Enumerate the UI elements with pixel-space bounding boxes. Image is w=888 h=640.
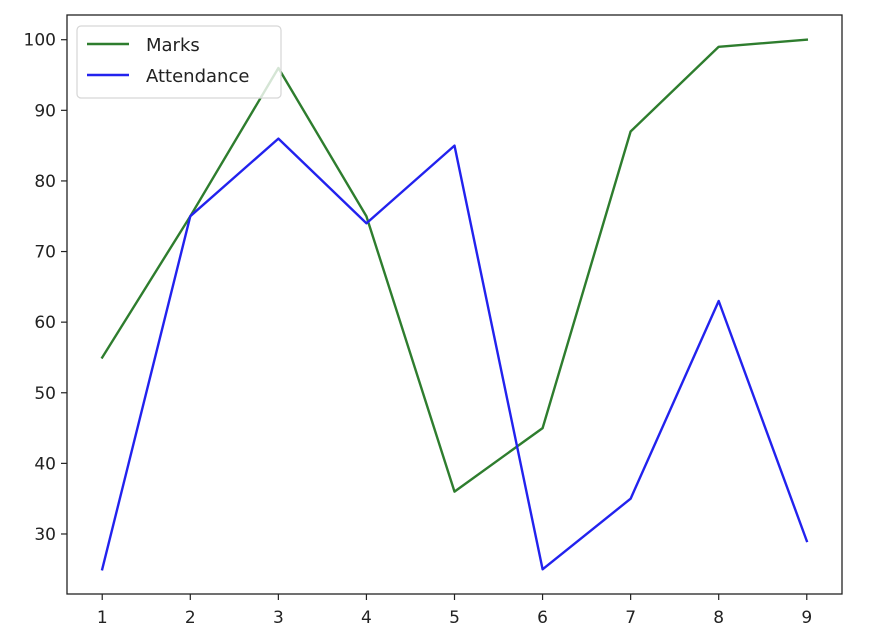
y-tick-label: 100 <box>24 31 56 51</box>
y-axis: 30 40 50 60 70 80 90 100 <box>24 31 67 545</box>
x-tick-label: 3 <box>273 608 284 628</box>
y-tick-label: 30 <box>34 525 56 545</box>
y-tick-label: 80 <box>34 172 56 192</box>
y-tick-label: 60 <box>34 313 56 333</box>
x-tick-label: 6 <box>537 608 548 628</box>
x-tick-label: 2 <box>185 608 196 628</box>
y-tick-label: 90 <box>34 101 56 121</box>
x-tick-label: 4 <box>361 608 372 628</box>
legend-label: Attendance <box>146 66 249 87</box>
x-tick-label: 7 <box>625 608 636 628</box>
plot-frame <box>66 14 843 595</box>
legend-label: Marks <box>146 35 200 56</box>
series-line-attendance <box>100 137 809 571</box>
x-tick-label: 5 <box>449 608 460 628</box>
x-tick-label: 9 <box>801 608 812 628</box>
x-tick-label: 8 <box>713 608 724 628</box>
x-axis: 1 2 3 4 5 6 7 8 9 <box>97 594 812 628</box>
legend: Marks Attendance <box>76 25 282 99</box>
y-tick-label: 40 <box>34 454 56 474</box>
y-tick-label: 50 <box>34 384 56 404</box>
series-line-marks <box>100 38 809 493</box>
x-tick-label: 1 <box>97 608 108 628</box>
series-layer <box>100 38 809 571</box>
y-tick-label: 70 <box>34 243 56 263</box>
